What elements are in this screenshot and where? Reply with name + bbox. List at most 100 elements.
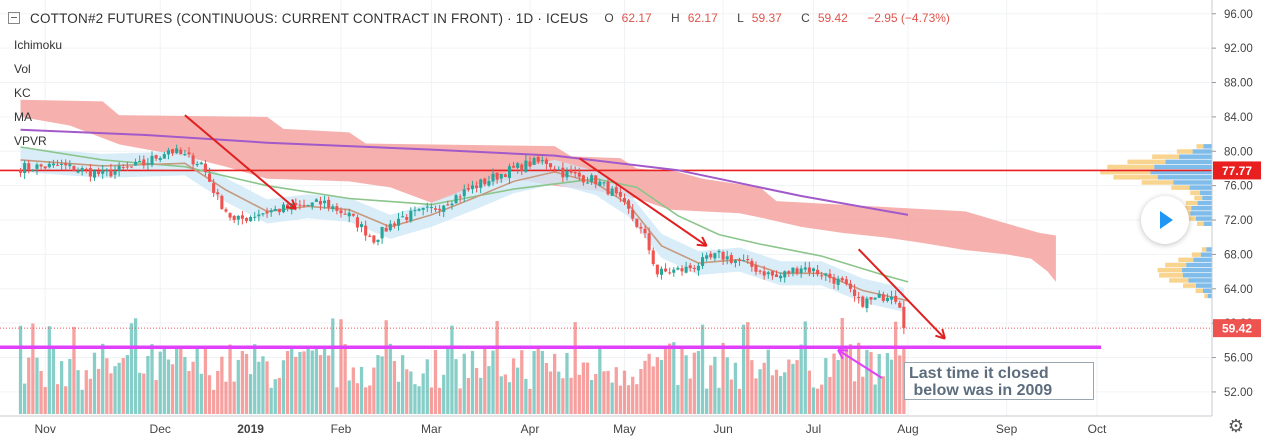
volume-bar xyxy=(548,371,553,414)
candle-body xyxy=(92,170,97,178)
candle-body xyxy=(212,183,216,193)
candle-body xyxy=(97,171,101,174)
price-tick-label: 68.00 xyxy=(1224,249,1253,261)
candle-body xyxy=(717,250,721,253)
volume-bar xyxy=(881,376,885,414)
collapse-icon[interactable] xyxy=(8,12,20,24)
gear-icon[interactable]: ⚙ xyxy=(1227,416,1245,436)
candle-body xyxy=(783,271,787,278)
volume-bar xyxy=(187,371,191,414)
vpvr-bar xyxy=(1152,154,1180,159)
candle-body xyxy=(150,155,154,165)
price-badge-label: 77.77 xyxy=(1222,164,1252,178)
vpvr-bar xyxy=(1100,169,1151,175)
candle-body xyxy=(816,269,820,275)
candle-body xyxy=(594,175,598,185)
volume-bar xyxy=(429,387,434,414)
candle-body xyxy=(113,171,117,175)
candle-body xyxy=(417,208,421,211)
vpvr-bar xyxy=(1188,278,1212,283)
indicator-vol[interactable]: Vol xyxy=(14,62,31,76)
volume-bar xyxy=(388,343,392,414)
candle-body xyxy=(581,175,585,183)
price-tick-label: 76.00 xyxy=(1224,181,1253,193)
price-tick-label: 96.00 xyxy=(1224,9,1253,21)
price-badge-label: 59.42 xyxy=(1222,322,1252,336)
volume-bar xyxy=(88,378,93,414)
candle-body xyxy=(894,295,898,302)
candlesticks xyxy=(19,144,906,335)
play-icon[interactable] xyxy=(1141,196,1189,244)
vpvr-bar xyxy=(1196,221,1204,226)
volume-bar xyxy=(39,370,43,414)
volume-bar xyxy=(318,355,323,414)
trend-arrow-head xyxy=(285,205,297,210)
candle-body xyxy=(298,204,302,206)
candle-body xyxy=(865,298,869,309)
volume-bar xyxy=(474,367,479,414)
volume-bar xyxy=(154,380,158,414)
volume-bar xyxy=(47,326,51,414)
candle-body xyxy=(651,250,655,265)
volume-bar xyxy=(55,384,60,414)
indicator-kc[interactable]: KC xyxy=(14,86,31,100)
volume-bar xyxy=(491,350,495,414)
candle-body xyxy=(524,160,528,172)
volume-bar xyxy=(392,361,397,414)
volume-bar xyxy=(676,385,680,414)
volume-bar xyxy=(409,371,413,414)
volume-bar xyxy=(322,348,327,414)
price-tick-label: 88.00 xyxy=(1224,78,1253,90)
symbol-title[interactable]: COTTON#2 FUTURES (CONTINUOUS: CURRENT CO… xyxy=(30,10,589,26)
vpvr-bar xyxy=(1179,154,1212,159)
candle-body xyxy=(840,277,844,281)
candle-body xyxy=(585,182,590,184)
volume-bar xyxy=(557,371,561,414)
candle-body xyxy=(779,275,783,279)
indicator-vpvr[interactable]: VPVR xyxy=(14,134,47,148)
volume-bar xyxy=(783,372,787,414)
candle-body xyxy=(746,259,750,261)
candle-body xyxy=(207,173,212,182)
candle-body xyxy=(631,209,635,219)
price-tick-label: 56.00 xyxy=(1224,353,1253,365)
time-tick-label: Aug xyxy=(897,422,918,436)
volume-bar xyxy=(273,379,277,414)
candle-body xyxy=(257,214,261,217)
candle-body xyxy=(832,277,836,284)
volume-bar xyxy=(335,387,339,414)
volume-bar xyxy=(585,362,590,414)
volume-bar xyxy=(688,378,692,414)
vpvr-bar xyxy=(1150,169,1212,175)
candle-body xyxy=(158,158,162,161)
candle-body xyxy=(528,161,532,167)
volume-bar xyxy=(741,324,746,414)
candle-body xyxy=(857,296,861,298)
candle-body xyxy=(331,206,335,210)
vpvr-bar xyxy=(1197,200,1212,206)
candle-body xyxy=(19,170,23,173)
indicator-ichimoku[interactable]: Ichimoku xyxy=(14,38,63,52)
price-badge xyxy=(1213,161,1261,180)
candle-body xyxy=(306,204,310,206)
candle-body xyxy=(35,164,39,169)
volume-bar xyxy=(35,357,39,414)
vpvr-bar xyxy=(1203,221,1212,226)
volume-bar xyxy=(191,361,195,414)
indicator-ma[interactable]: MA xyxy=(14,110,32,124)
volume-bar xyxy=(832,353,836,414)
time-tick-label: Sep xyxy=(996,422,1018,436)
vpvr-bar xyxy=(1194,195,1203,201)
annotation-note[interactable]: Last time it closed below was in 2009 xyxy=(904,362,1094,400)
volume-bar xyxy=(807,370,812,414)
volume-bar xyxy=(166,359,171,414)
candle-body xyxy=(725,256,729,260)
time-tick-label: Feb xyxy=(331,422,352,436)
candle-body xyxy=(475,185,479,189)
candle-body xyxy=(729,255,733,263)
candle-body xyxy=(877,293,881,298)
volume-bar xyxy=(659,360,664,414)
volume-bar xyxy=(23,383,27,414)
candle-body xyxy=(446,204,450,206)
